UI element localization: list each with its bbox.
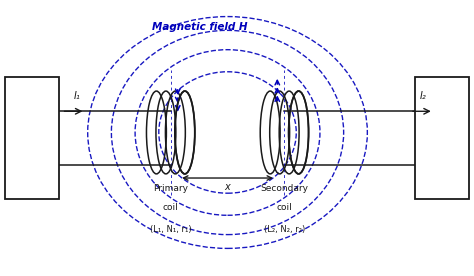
Text: I₁: I₁ xyxy=(73,91,80,101)
Text: (L₁, N₁, r₁): (L₁, N₁, r₁) xyxy=(150,225,191,234)
Text: x: x xyxy=(225,182,230,192)
Text: coil: coil xyxy=(163,203,179,212)
Text: Magnetic field H: Magnetic field H xyxy=(152,22,247,32)
Text: I₂: I₂ xyxy=(419,91,426,101)
Text: Secondary: Secondary xyxy=(260,184,309,193)
Text: Primary: Primary xyxy=(153,184,188,193)
Bar xyxy=(415,77,469,199)
Text: coil: coil xyxy=(276,203,292,212)
Bar xyxy=(5,77,59,199)
Text: Transmitter: Transmitter xyxy=(8,134,56,142)
Text: (L₂, N₂, r₂): (L₂, N₂, r₂) xyxy=(264,225,305,234)
Text: Receiver: Receiver xyxy=(424,134,460,142)
